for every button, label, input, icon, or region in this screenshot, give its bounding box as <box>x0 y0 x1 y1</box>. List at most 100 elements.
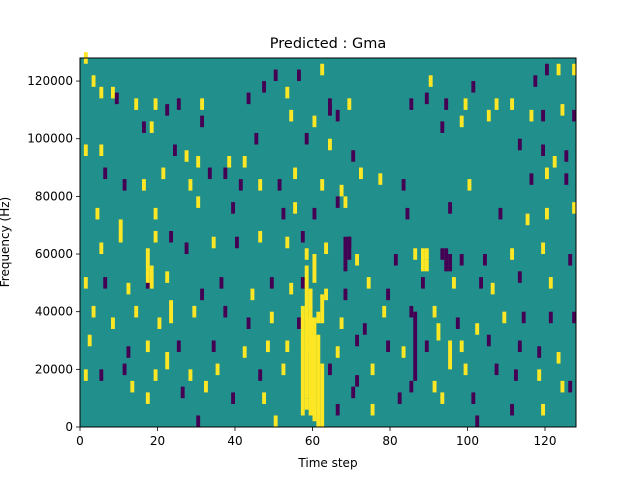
heatmap-run <box>165 352 170 370</box>
heatmap-cell <box>541 403 546 416</box>
heatmap-cell <box>126 282 131 295</box>
heatmap-cell <box>370 403 375 416</box>
heatmap-cell <box>312 115 317 128</box>
heatmap-cell <box>134 305 139 318</box>
heatmap-cell <box>393 254 398 266</box>
heatmap-cell <box>339 184 344 197</box>
heatmap-cell <box>502 311 507 324</box>
heatmap-cell <box>269 311 274 324</box>
heatmap-run <box>448 254 453 272</box>
heatmap-cell <box>142 121 146 133</box>
heatmap-cell <box>126 346 131 358</box>
heatmap-cell <box>572 109 577 122</box>
heatmap-cell <box>459 115 464 128</box>
heatmap-cell <box>572 311 577 324</box>
heatmap-cell <box>517 138 522 151</box>
heatmap-cell <box>366 277 371 289</box>
heatmap-cell <box>118 230 123 243</box>
heatmap-cell <box>467 179 472 191</box>
heatmap-cell <box>227 156 232 168</box>
heatmap-cell <box>91 75 96 87</box>
heatmap-cell <box>486 109 491 122</box>
heatmap-cell <box>548 277 553 289</box>
heatmap-cell <box>413 248 418 260</box>
heatmap-run <box>343 236 348 272</box>
heatmap-cell <box>564 150 569 162</box>
heatmap-cell <box>510 98 515 110</box>
heatmap-cell <box>196 196 201 208</box>
heatmap-cell <box>521 311 526 324</box>
heatmap-cell <box>529 173 534 185</box>
y-tick-label: 20000 <box>35 362 73 376</box>
heatmap-cell <box>196 156 201 168</box>
heatmap-cell <box>281 207 286 220</box>
heatmap-cell <box>471 392 476 404</box>
heatmap-cell <box>378 173 383 185</box>
plot-frame <box>79 57 577 428</box>
heatmap-cell <box>258 230 263 243</box>
heatmap-cell <box>273 415 278 427</box>
x-tick-label: 120 <box>534 434 557 448</box>
heatmap-cell <box>541 242 546 255</box>
heatmap-cell <box>188 179 193 191</box>
heatmap-cell <box>545 63 549 76</box>
heatmap-cell <box>145 392 150 404</box>
heatmap-cell <box>269 277 274 289</box>
heatmap-cell <box>312 207 317 220</box>
heatmap-cell <box>517 340 522 353</box>
heatmap-cell <box>207 167 212 180</box>
heatmap-cell <box>289 282 294 295</box>
heatmap-cell <box>335 109 340 122</box>
heatmap-cell <box>459 254 464 266</box>
heatmap-cell <box>459 340 464 353</box>
heatmap-cell <box>471 81 476 93</box>
heatmap-cell <box>122 363 127 376</box>
heatmap-cell <box>510 403 515 416</box>
heatmap-cell <box>362 323 367 335</box>
x-axis: 0 20 40 60 80 100 120 <box>76 427 556 448</box>
heatmap-cell <box>153 369 158 381</box>
heatmap-cell <box>176 98 181 110</box>
heatmap-cell <box>165 104 170 116</box>
heatmap-cell <box>347 98 352 110</box>
heatmap-cell <box>424 92 429 105</box>
heatmap-cell <box>304 248 309 260</box>
heatmap-cell <box>556 63 561 76</box>
x-tick-label: 0 <box>76 434 84 448</box>
heatmap-cell <box>424 248 429 260</box>
heatmap-cell <box>483 254 487 266</box>
heatmap-run <box>320 294 325 324</box>
heatmap-run <box>436 323 441 341</box>
heatmap-cell <box>300 277 305 289</box>
heatmap-cell <box>114 92 119 105</box>
heatmap-cell <box>142 179 146 191</box>
heatmap-cell <box>370 363 375 376</box>
y-tick-label: 60000 <box>35 247 73 261</box>
heatmap-cell <box>355 254 360 266</box>
heatmap-cell <box>343 196 348 208</box>
heatmap-cell <box>258 369 263 381</box>
heatmap-cell <box>83 144 88 157</box>
heatmap-cell <box>424 340 429 353</box>
heatmap-cell <box>165 271 170 283</box>
heatmap-cell <box>397 392 402 404</box>
heatmap-cell <box>316 311 321 324</box>
heatmap-cell <box>161 167 166 180</box>
heatmap-cell <box>242 346 247 358</box>
heatmap-cell <box>320 63 325 76</box>
heatmap-cell <box>95 207 100 220</box>
heatmap-cell <box>479 277 484 289</box>
heatmap-cell <box>339 317 344 329</box>
heatmap-cell <box>87 334 92 347</box>
heatmap-cell <box>541 109 546 122</box>
x-tick-label: 100 <box>456 434 479 448</box>
heatmap-run <box>149 265 154 289</box>
heatmap-cell <box>91 305 96 318</box>
heatmap-run <box>347 236 352 260</box>
heatmap-cell <box>180 386 185 399</box>
heatmap-cell <box>289 109 294 122</box>
chart-title: Predicted : Gma <box>270 36 386 52</box>
heatmap-run <box>320 363 325 427</box>
heatmap-cell <box>246 92 251 105</box>
heatmap-cell <box>211 340 216 353</box>
